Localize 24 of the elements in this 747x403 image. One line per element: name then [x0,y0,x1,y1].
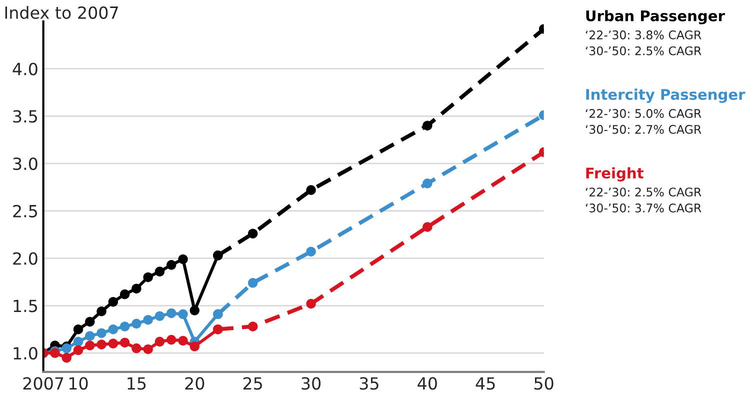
x-tick-label: 50 [534,377,554,390]
text: ‘22-’30: 3.8% CAGR ‘30-’50: 2.5% CAGR [586,30,702,56]
x-tick-label: 10 [69,377,88,390]
y-tick-label: 1.5 [14,300,38,312]
x-tick-label: 35 [360,377,378,390]
y-tick-label: 1.0 [14,346,38,360]
text: ‘22-’30: 5.0% CAGR ‘30-’50: 2.7% CAGR [586,109,702,134]
x-tick-label: 30 [302,377,321,390]
y-tick-label: 3.5 [13,110,38,123]
x-tick-label: 15 [128,377,146,390]
y-tick-label: 2.5 [13,204,38,218]
y-tick-label: 4.0 [12,62,38,76]
text: Freight [586,167,644,182]
x-tick-label: 20 [185,377,204,390]
text: Intercity Passenger [586,88,746,103]
y-tick-label: 2.0 [13,252,38,265]
text: Urban Passenger [586,10,725,24]
x-tick-label: 2007 [23,377,64,390]
x-tick-label: 45 [476,377,495,390]
text: ‘22-’30: 2.5% CAGR ‘30-’50: 3.7% CAGR [586,188,702,212]
x-tick-label: 25 [243,377,262,390]
y-tick-label: 3.0 [13,157,38,170]
y-axis-title: Index to 2007 [5,6,118,19]
x-tick-label: 40 [418,377,437,390]
